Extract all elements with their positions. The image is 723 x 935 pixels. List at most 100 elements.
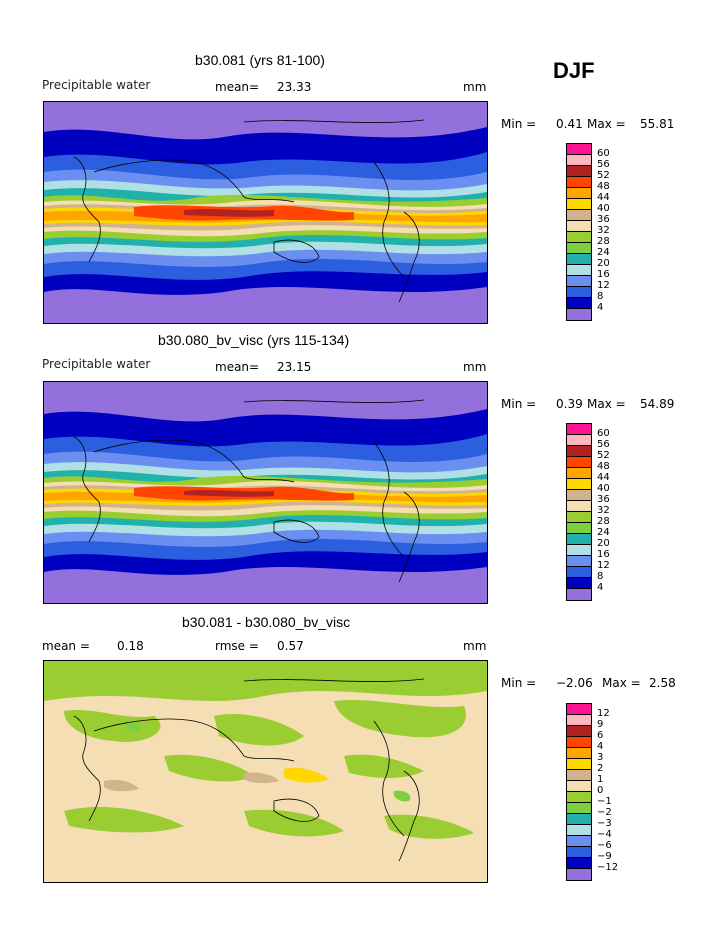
colorbar-tick-label: 4 [597,302,604,313]
panel-3-min-label: Min = [501,676,537,690]
panel-1-colorbar [566,143,592,321]
colorbar-tick-label: 44 [597,192,610,203]
colorbar-swatch [567,556,591,567]
panel-2-title: b30.080_bv_visc (yrs 115-134) [158,332,350,348]
panel-2-map [43,381,488,604]
panel-1-mean-value: 23.33 [277,80,312,94]
colorbar-swatch [567,781,591,792]
colorbar-swatch [567,221,591,232]
panel-1-units: mm [463,80,487,94]
colorbar-swatch [567,287,591,298]
colorbar-swatch [567,737,591,748]
colorbar-swatch [567,490,591,501]
colorbar-tick-label: 24 [597,527,610,538]
colorbar-tick-label: 20 [597,538,610,549]
panel-1-max-label: Max = [587,117,626,131]
panel-2-colorbar [566,423,592,601]
colorbar-swatch [567,578,591,589]
colorbar-tick-label: −2 [597,807,612,818]
colorbar-swatch [567,825,591,836]
panel-1-title: b30.081 (yrs 81-100) [195,52,325,68]
colorbar-swatch [567,770,591,781]
colorbar-tick-label: 9 [597,719,604,730]
colorbar-tick-label: 40 [597,203,610,214]
panel-1-max-value: 55.81 [640,117,675,131]
colorbar-tick-label: 24 [597,247,610,258]
colorbar-swatch [567,759,591,770]
colorbar-tick-label: 8 [597,571,604,582]
colorbar-swatch [567,144,591,155]
colorbar-swatch [567,792,591,803]
season-label: DJF [553,58,595,83]
colorbar-swatch [567,534,591,545]
colorbar-tick-label: 48 [597,181,610,192]
colorbar-swatch [567,424,591,435]
colorbar-tick-label: 0 [597,785,604,796]
colorbar-tick-label: 3 [597,752,604,763]
colorbar-tick-label: −1 [597,796,612,807]
colorbar-tick-label: 4 [597,741,604,752]
colorbar-tick-label: 20 [597,258,610,269]
panel-3-rmse-label: rmse = [215,639,259,653]
panel-3-colorbar [566,703,592,881]
colorbar-tick-label: 60 [597,148,610,159]
colorbar-tick-label: −9 [597,851,612,862]
colorbar-swatch [567,523,591,534]
colorbar-tick-label: 52 [597,450,610,461]
colorbar-swatch [567,858,591,869]
colorbar-swatch [567,265,591,276]
colorbar-tick-label: 2 [597,763,604,774]
colorbar-swatch [567,155,591,166]
panel-2-min-label: Min = [501,397,537,411]
panel-2-min-value: 0.39 [556,397,583,411]
colorbar-swatch [567,869,591,880]
colorbar-tick-label: 6 [597,730,604,741]
colorbar-swatch [567,298,591,309]
colorbar-swatch [567,836,591,847]
panel-3-rmse-value: 0.57 [277,639,304,653]
colorbar-swatch [567,166,591,177]
colorbar-swatch [567,188,591,199]
colorbar-tick-label: 8 [597,291,604,302]
colorbar-swatch [567,501,591,512]
panel-1-min-value: 0.41 [556,117,583,131]
panel-3-min-value: −2.06 [556,676,593,690]
colorbar-tick-label: 28 [597,236,610,247]
colorbar-swatch [567,232,591,243]
colorbar-tick-label: 56 [597,159,610,170]
colorbar-swatch [567,726,591,737]
panel-1-mean-label: mean= [215,80,260,94]
panel-1-min-label: Min = [501,117,537,131]
colorbar-tick-label: 12 [597,560,610,571]
colorbar-tick-label: 4 [597,582,604,593]
panel-1-map [43,101,488,324]
colorbar-swatch [567,479,591,490]
colorbar-tick-label: 36 [597,214,610,225]
colorbar-swatch [567,177,591,188]
colorbar-swatch [567,589,591,600]
colorbar-tick-label: 12 [597,708,610,719]
colorbar-swatch [567,748,591,759]
colorbar-tick-label: 32 [597,505,610,516]
colorbar-swatch [567,567,591,578]
panel-3-title: b30.081 - b30.080_bv_visc [182,614,351,630]
colorbar-swatch [567,243,591,254]
colorbar-swatch [567,435,591,446]
panel-3-max-label: Max = [602,676,641,690]
colorbar-swatch [567,276,591,287]
colorbar-tick-label: −4 [597,829,612,840]
colorbar-tick-label: 1 [597,774,604,785]
colorbar-swatch [567,199,591,210]
panel-3-mean-label: mean = [42,639,90,653]
panel-2-max-label: Max = [587,397,626,411]
colorbar-swatch [567,446,591,457]
panel-2-units: mm [463,360,487,374]
colorbar-swatch [567,254,591,265]
colorbar-swatch [567,457,591,468]
colorbar-tick-label: 12 [597,280,610,291]
panel-1-variable-label: Precipitable water [42,78,151,92]
panel-3-units: mm [463,639,487,653]
colorbar-tick-label: 40 [597,483,610,494]
colorbar-tick-label: −6 [597,840,612,851]
colorbar-swatch [567,715,591,726]
